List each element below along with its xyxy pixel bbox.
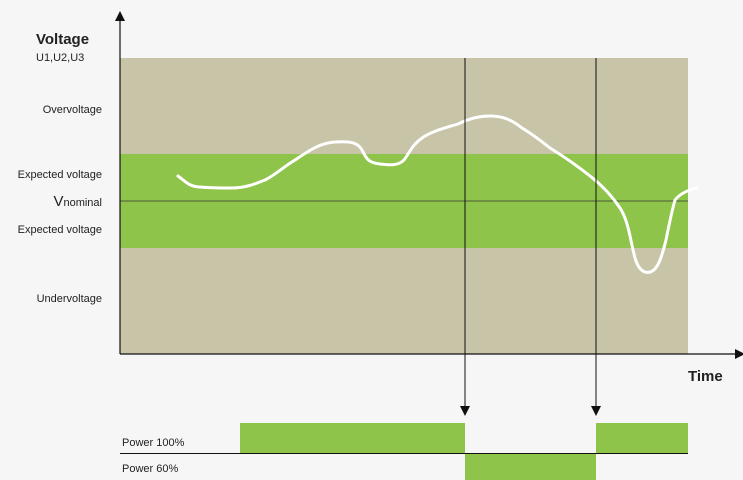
undervoltage-label: Undervoltage — [37, 293, 102, 305]
power-100-bar-1 — [240, 423, 465, 453]
overvoltage-label: Overvoltage — [43, 104, 102, 116]
overvoltage-band — [120, 58, 688, 154]
nominal-voltage-label: Vnominal — [53, 193, 102, 210]
y-axis-title: Voltage — [36, 31, 89, 48]
expected-voltage-lower-label: Expected voltage — [18, 224, 102, 236]
x-axis-title: Time — [688, 368, 723, 385]
expected-voltage-upper-label: Expected voltage — [18, 169, 102, 181]
power-60-bar — [465, 454, 596, 480]
undervoltage-band — [120, 248, 688, 354]
power-60-label: Power 60% — [122, 463, 178, 475]
power-100-bar-2 — [596, 423, 688, 453]
power-100-label: Power 100% — [122, 437, 185, 449]
voltage-curve — [176, 114, 699, 274]
y-axis-subtitle: U1,U2,U3 — [36, 52, 84, 64]
